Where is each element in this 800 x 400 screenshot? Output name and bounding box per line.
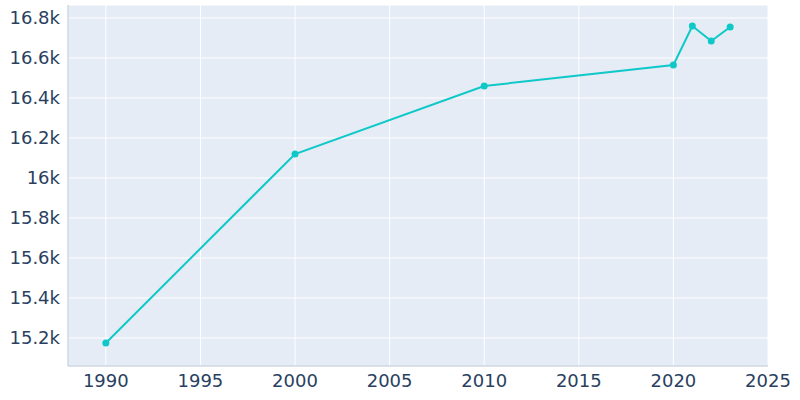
svg-text:2010: 2010 <box>461 370 507 391</box>
svg-text:16.6k: 16.6k <box>9 47 60 68</box>
svg-text:2025: 2025 <box>745 370 791 391</box>
svg-text:15.6k: 15.6k <box>9 247 60 268</box>
svg-text:1990: 1990 <box>83 370 129 391</box>
svg-text:16.8k: 16.8k <box>9 7 60 28</box>
svg-text:16k: 16k <box>27 167 61 188</box>
svg-text:1995: 1995 <box>178 370 224 391</box>
svg-text:16.2k: 16.2k <box>9 127 60 148</box>
svg-text:2005: 2005 <box>367 370 413 391</box>
svg-text:15.8k: 15.8k <box>9 207 60 228</box>
svg-text:2000: 2000 <box>272 370 318 391</box>
svg-text:15.4k: 15.4k <box>9 287 60 308</box>
svg-text:2020: 2020 <box>650 370 696 391</box>
svg-text:2015: 2015 <box>556 370 602 391</box>
svg-text:15.2k: 15.2k <box>9 327 60 348</box>
svg-text:16.4k: 16.4k <box>9 87 60 108</box>
